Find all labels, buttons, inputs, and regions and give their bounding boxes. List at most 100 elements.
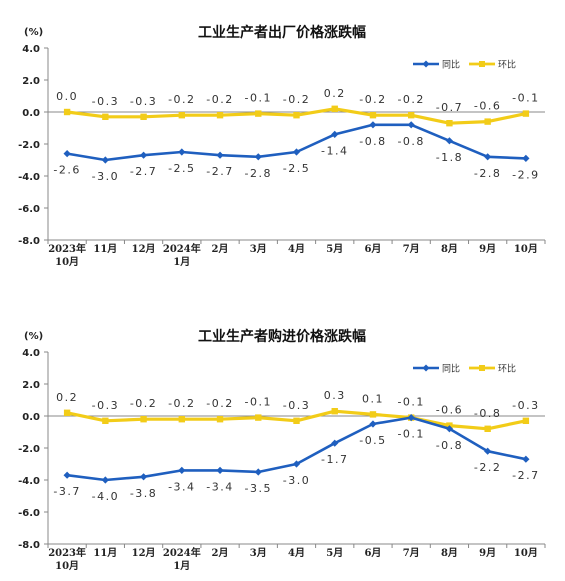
- legend-marker-yoy: [422, 60, 430, 68]
- data-point-mom: [102, 417, 109, 424]
- data-label-mom: -0.2: [283, 93, 310, 106]
- data-label-yoy: -2.8: [245, 167, 272, 180]
- data-point-yoy: [139, 151, 148, 159]
- data-point-yoy: [369, 420, 377, 428]
- data-label-mom: -0.2: [206, 397, 233, 410]
- data-point-yoy: [101, 156, 109, 164]
- x-tick-label: 2024年: [163, 546, 201, 559]
- x-tick-label: 4月: [288, 547, 305, 559]
- x-tick-label: 6月: [364, 547, 381, 559]
- x-tick-label: 9月: [479, 243, 496, 255]
- data-point-mom: [446, 120, 453, 127]
- data-point-yoy: [292, 460, 301, 468]
- legend-label-mom: 环比: [498, 363, 516, 375]
- y-tick-label: -6.0: [18, 508, 40, 519]
- data-point-yoy: [331, 130, 339, 138]
- data-label-yoy: -3.0: [283, 474, 310, 487]
- y-tick-label: 2.0: [22, 76, 40, 87]
- x-tick-label: 8月: [441, 243, 458, 255]
- y-tick-label: 4.0: [22, 44, 40, 55]
- data-point-mom: [63, 409, 71, 416]
- data-label-mom: -0.2: [206, 93, 233, 106]
- data-point-mom: [293, 112, 300, 119]
- data-point-mom: [255, 414, 262, 421]
- data-point-mom: [522, 417, 530, 424]
- data-label-yoy: -2.6: [53, 164, 80, 177]
- y-tick-label: -8.0: [18, 540, 40, 551]
- x-tick-label: 11月: [93, 547, 117, 559]
- y-tick-label: -2.0: [18, 140, 40, 151]
- data-label-yoy: -2.9: [512, 168, 539, 181]
- data-point-yoy: [522, 455, 530, 463]
- data-label-yoy: -0.8: [436, 439, 463, 452]
- y-axis-unit: (%): [24, 331, 43, 342]
- data-point-mom: [178, 112, 186, 119]
- data-label-mom: -0.2: [130, 397, 157, 410]
- data-point-yoy: [216, 151, 224, 159]
- data-point-mom: [293, 417, 300, 424]
- y-tick-label: -4.0: [18, 476, 40, 487]
- x-tick-label: 12月: [132, 547, 156, 559]
- data-point-yoy: [178, 148, 186, 156]
- x-tick-label: 12月: [132, 243, 156, 255]
- data-point-yoy: [369, 121, 377, 129]
- data-point-mom: [140, 416, 147, 423]
- data-point-mom: [407, 112, 415, 119]
- data-point-mom: [216, 416, 224, 423]
- data-label-mom: 0.2: [56, 391, 78, 404]
- y-axis-unit: (%): [24, 27, 43, 38]
- data-point-yoy: [254, 153, 262, 161]
- data-label-mom: 0.3: [324, 389, 346, 402]
- data-label-mom: -0.1: [245, 92, 272, 105]
- x-tick-label: 3月: [250, 243, 267, 255]
- data-label-yoy: -1.8: [436, 151, 463, 164]
- data-label-mom: -0.1: [397, 396, 424, 409]
- x-tick-label: 2月: [212, 547, 229, 559]
- data-point-yoy: [254, 468, 262, 476]
- x-tick-label: 2024年: [163, 242, 201, 255]
- data-label-mom: -0.8: [474, 407, 501, 420]
- data-point-yoy: [331, 439, 339, 447]
- data-label-mom: -0.6: [436, 404, 463, 417]
- data-label-yoy: -0.5: [359, 434, 386, 447]
- x-tick-label: 2月: [212, 243, 229, 255]
- data-label-yoy: -3.8: [130, 487, 157, 500]
- data-point-yoy: [139, 473, 148, 481]
- x-tick-label: 5月: [326, 243, 343, 255]
- data-label-yoy: -2.7: [206, 165, 233, 178]
- data-point-yoy: [63, 471, 71, 479]
- legend: 同比 环比: [413, 59, 516, 71]
- data-label-yoy: -2.7: [130, 165, 157, 178]
- data-label-yoy: -1.4: [321, 144, 348, 157]
- data-point-yoy: [484, 447, 492, 455]
- legend-label-yoy: 同比: [442, 363, 460, 375]
- data-label-yoy: -2.5: [283, 162, 310, 175]
- data-label-yoy: -0.1: [397, 428, 424, 441]
- chart-2: 工业生产者购进价格涨跌幅 (%) 4.0 2.0 0.0 -2.0 -4.0 -6.0 -8.0…: [18, 328, 546, 572]
- chart-1: 工业生产者出厂价格涨跌幅 (%) 4.0 2.0 0.0 -2.0 -4.0 -6.0 -8.0…: [18, 24, 546, 268]
- data-point-mom: [484, 425, 491, 432]
- data-label-yoy: -3.4: [206, 480, 233, 493]
- data-label-yoy: -1.7: [321, 453, 348, 466]
- data-label-mom: -0.2: [168, 93, 195, 106]
- y-tick-label: -4.0: [18, 172, 40, 183]
- data-point-yoy: [63, 150, 71, 158]
- data-point-mom: [178, 416, 186, 423]
- legend-marker-mom: [479, 365, 485, 371]
- y-tick-label: -6.0: [18, 204, 40, 215]
- data-point-mom: [484, 118, 491, 125]
- x-tick-label: 5月: [326, 547, 343, 559]
- data-point-yoy: [522, 154, 530, 162]
- x-tick-label: 8月: [441, 547, 458, 559]
- x-tick-label: 7月: [403, 547, 420, 559]
- chart-title: 工业生产者出厂价格涨跌幅: [198, 24, 366, 41]
- data-label-yoy: -3.5: [245, 482, 272, 495]
- data-point-mom: [216, 112, 224, 119]
- data-point-mom: [369, 411, 377, 418]
- data-label-mom: -0.7: [436, 101, 463, 114]
- data-label-yoy: -2.5: [168, 162, 195, 175]
- data-label-mom: -0.6: [474, 100, 501, 113]
- x-tick-label: 10月: [55, 256, 79, 268]
- x-tick-label: 1月: [173, 560, 190, 572]
- x-tick-label: 10月: [55, 560, 79, 572]
